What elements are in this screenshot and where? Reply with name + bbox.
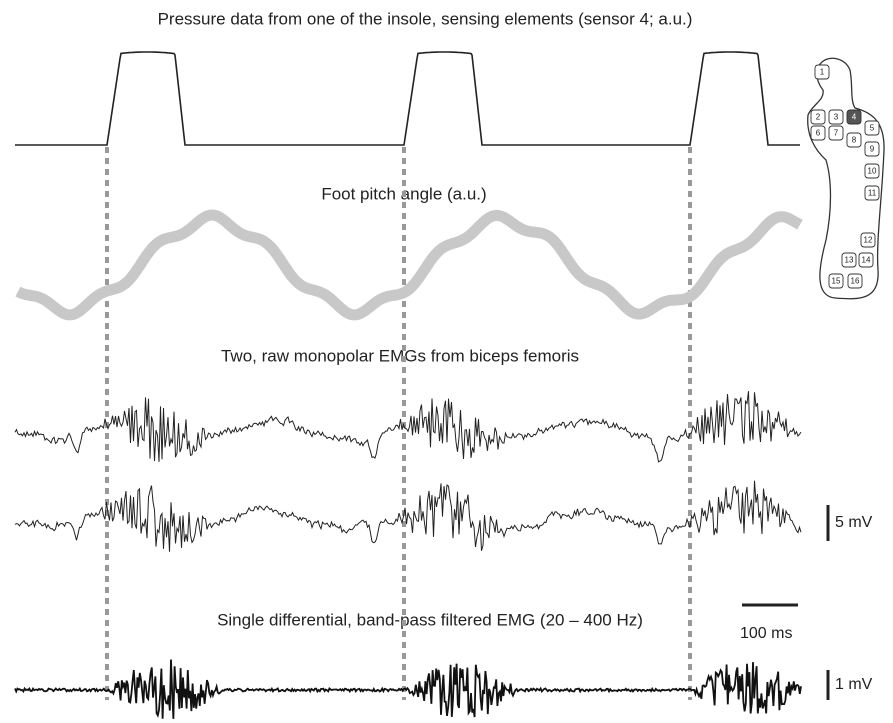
sensor (846, 132, 862, 148)
sensor-label: 12 (864, 236, 873, 245)
sensor (846, 109, 862, 125)
panel-title: Single differential, band-pass filtered … (217, 610, 643, 629)
sensor (814, 64, 830, 80)
filtered-emg-trace (14, 659, 802, 719)
sensor (828, 109, 844, 125)
sensor (841, 252, 857, 268)
sensor (810, 125, 826, 141)
sensor (864, 141, 880, 157)
panel-title: Pressure data from one of the insole, se… (158, 9, 693, 28)
sensor-label: 14 (862, 256, 871, 265)
scale-label: 5 mV (835, 514, 873, 531)
sensor-label: 13 (845, 256, 854, 265)
sensor-label: 15 (832, 277, 841, 286)
sensor (858, 252, 874, 268)
emg-trace (14, 480, 802, 552)
sensor-label: 10 (868, 167, 877, 176)
sensor-label: 9 (870, 145, 875, 154)
sensor-label: 16 (851, 277, 860, 286)
sensor-label: 11 (868, 189, 877, 198)
sensor-label: 6 (816, 129, 821, 138)
sensor-label: 4 (852, 113, 857, 122)
sensor-label: 5 (870, 124, 875, 133)
sensor-label: 8 (852, 136, 857, 145)
pressure-trace (15, 51, 800, 146)
emg-trace (14, 391, 802, 463)
sensor (864, 185, 880, 201)
sensor (828, 125, 844, 141)
sensor (860, 232, 876, 248)
sensor-label: 1 (820, 68, 825, 77)
panel-title: Two, raw monopolar EMGs from biceps femo… (221, 346, 579, 365)
sensor (810, 109, 826, 125)
sensor (847, 273, 863, 289)
sensor-label: 7 (834, 129, 839, 138)
sensor (864, 163, 880, 179)
sensor-label: 3 (834, 113, 839, 122)
sensor (828, 273, 844, 289)
sensor (864, 120, 880, 136)
sensor-label: 2 (816, 113, 821, 122)
scale-label: 100 ms (740, 625, 792, 642)
event-markers (105, 147, 692, 700)
pitch-trace (14, 209, 804, 321)
scale-label: 1 mV (835, 676, 873, 693)
